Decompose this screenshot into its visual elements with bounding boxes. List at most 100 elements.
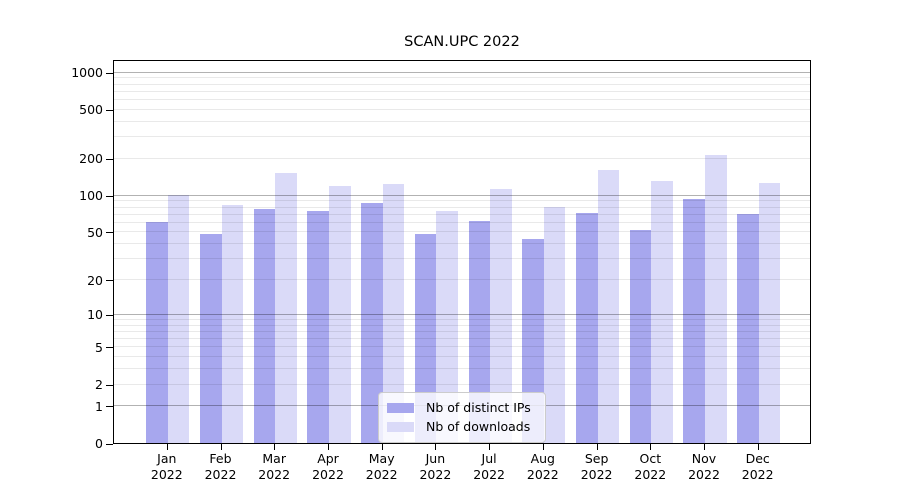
ytick-label-20: 20 (87, 272, 103, 288)
ytick-label-0: 0 (95, 436, 103, 451)
xtick-sep (596, 444, 598, 450)
ytick-100 (106, 195, 113, 197)
xtick-label-feb: Feb 2022 (189, 451, 253, 483)
gridline-200 (114, 157, 810, 159)
xtick-month-mar: Mar (262, 451, 286, 466)
gridline-80 (114, 206, 810, 208)
xtick-year-may: 2022 (365, 467, 398, 482)
xtick-label-jul: Jul 2022 (457, 451, 521, 483)
gridline-60 (114, 221, 810, 223)
gridline-7 (114, 330, 810, 332)
xtick-year-jul: 2022 (473, 467, 505, 482)
bar-downloads-dec (758, 183, 781, 443)
bar-downloads-apr (328, 185, 351, 443)
ytick-label-1000: 1000 (71, 65, 103, 81)
bar-downloads-mar (275, 172, 297, 443)
xtick-dec (757, 444, 759, 450)
xtick-label-jan: Jan 2022 (135, 451, 199, 483)
xtick-month-sep: Sep (584, 451, 609, 466)
ytick-10 (106, 314, 113, 316)
ytick-label-200: 200 (79, 151, 103, 167)
xtick-month-feb: Feb (209, 451, 232, 466)
gridlines-layer (114, 61, 810, 443)
xtick-year-jan: 2022 (150, 467, 183, 482)
gridline-1000 (114, 71, 810, 73)
xtick-year-mar: 2022 (258, 467, 291, 482)
xtick-year-aug: 2022 (526, 467, 559, 482)
ytick-5 (106, 347, 113, 349)
ytick-label-10: 10 (87, 307, 103, 323)
gridline-500 (114, 108, 810, 110)
gridline-600 (114, 99, 810, 101)
ytick-label-100: 100 (79, 188, 103, 204)
bar-distinct-ips-aug (522, 238, 544, 443)
xtick-aug (542, 444, 544, 450)
xtick-label-apr: Apr 2022 (296, 451, 360, 483)
xtick-oct (650, 444, 652, 450)
ytick-50 (106, 232, 113, 234)
gridline-9 (114, 318, 810, 320)
gridline-30 (114, 258, 810, 260)
xtick-apr (328, 444, 329, 450)
bar-distinct-ips-jul (468, 220, 491, 443)
xtick-month-aug: Aug (530, 451, 555, 466)
ytick-label-50: 50 (87, 224, 103, 240)
ytick-20 (106, 280, 113, 282)
gridline-6 (114, 338, 810, 340)
xtick-month-jul: Jul (481, 451, 497, 466)
gridline-100 (114, 194, 810, 196)
legend: Nb of distinct IPs Nb of downloads (378, 392, 546, 443)
ytick-200 (106, 158, 113, 160)
bar-downloads-nov (705, 155, 727, 443)
bar-distinct-ips-sep (575, 213, 598, 443)
xtick-year-feb: 2022 (204, 467, 237, 482)
xtick-mar (274, 444, 276, 450)
legend-swatch-downloads (387, 421, 414, 432)
legend-item-distinct-ips: Nb of distinct IPs (387, 398, 537, 417)
legend-label-downloads: Nb of downloads (426, 419, 531, 434)
bar-distinct-ips-feb (199, 234, 222, 443)
xtick-label-jun: Jun 2022 (403, 451, 467, 483)
gridline-4 (114, 356, 810, 358)
bar-distinct-ips-may (361, 203, 383, 443)
ytick-1 (106, 406, 113, 408)
ytick-0 (106, 443, 113, 445)
xtick-may (381, 444, 383, 450)
bar-distinct-ips-mar (253, 208, 276, 443)
gridline-2 (114, 383, 810, 385)
bar-distinct-ips-nov (683, 199, 705, 443)
xtick-month-may: May (368, 451, 395, 466)
gridline-8 (114, 324, 810, 326)
bar-downloads-oct (651, 181, 673, 443)
bar-distinct-ips-jan (146, 222, 168, 443)
xtick-nov (704, 444, 705, 450)
gridline-400 (114, 120, 810, 122)
ytick-label-500: 500 (79, 102, 103, 118)
xtick-month-dec: Dec (745, 451, 770, 466)
bar-distinct-ips-oct (629, 229, 652, 443)
ytick-label-2: 2 (95, 377, 103, 392)
bar-downloads-feb (221, 205, 244, 443)
xtick-month-nov: Nov (691, 451, 717, 466)
gridline-20 (114, 279, 810, 281)
bar-distinct-ips-apr (307, 210, 329, 443)
xtick-label-nov: Nov 2022 (672, 451, 736, 483)
bar-distinct-ips-jun (414, 234, 437, 443)
bar-downloads-jan (167, 195, 190, 443)
xtick-year-jun: 2022 (419, 467, 452, 482)
xtick-label-aug: Aug 2022 (511, 451, 575, 483)
gridline-800 (114, 83, 810, 85)
gridline-900 (114, 77, 810, 79)
xtick-label-dec: Dec 2022 (726, 451, 790, 483)
gridline-10 (114, 313, 810, 315)
xtick-month-oct: Oct (639, 451, 662, 466)
xtick-year-dec: 2022 (741, 467, 774, 482)
plot-area: Nb of distinct IPs Nb of downloads (113, 60, 811, 444)
gridline-3 (114, 368, 810, 370)
gridline-5 (114, 346, 810, 348)
ytick-2 (106, 384, 113, 386)
ytick-label-1: 1 (95, 398, 103, 414)
legend-label-distinct-ips: Nb of distinct IPs (426, 400, 531, 415)
chart-title: SCAN.UPC 2022 (404, 34, 520, 50)
